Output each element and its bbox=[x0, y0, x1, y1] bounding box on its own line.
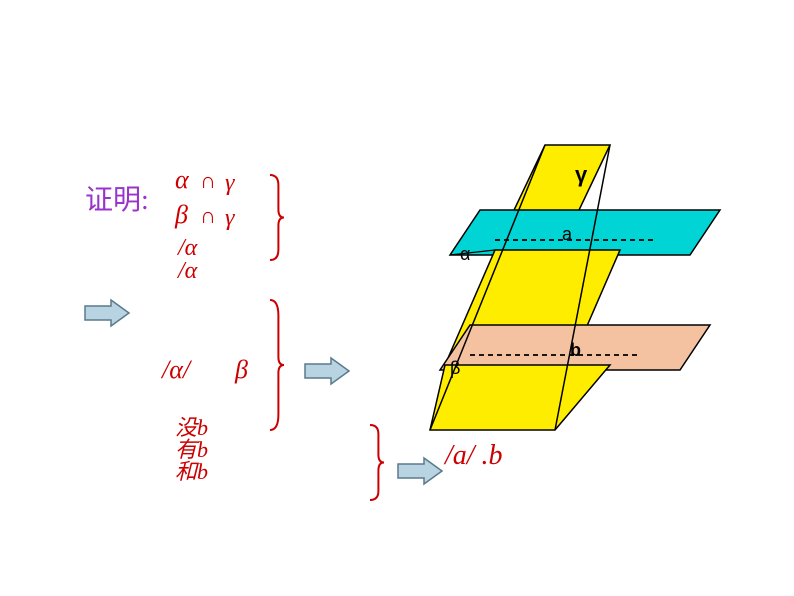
block-arrow-arrow3 bbox=[398, 458, 442, 484]
diagram-label-alpha: α bbox=[460, 244, 470, 265]
diagram-svg bbox=[0, 0, 794, 596]
diagram-label-a: a bbox=[562, 224, 572, 245]
block-arrow-arrow1 bbox=[85, 300, 129, 326]
brace-brace2 bbox=[270, 300, 284, 430]
arrows-group bbox=[85, 300, 442, 484]
brace-brace3 bbox=[370, 425, 384, 500]
block-arrow-arrow2 bbox=[305, 358, 349, 384]
diagram-label-gamma: γ bbox=[575, 162, 587, 188]
diagram-label-beta: β bbox=[450, 358, 460, 379]
brace-brace1 bbox=[270, 175, 284, 260]
diagram-label-b: b bbox=[570, 340, 581, 361]
braces-group bbox=[270, 175, 384, 500]
